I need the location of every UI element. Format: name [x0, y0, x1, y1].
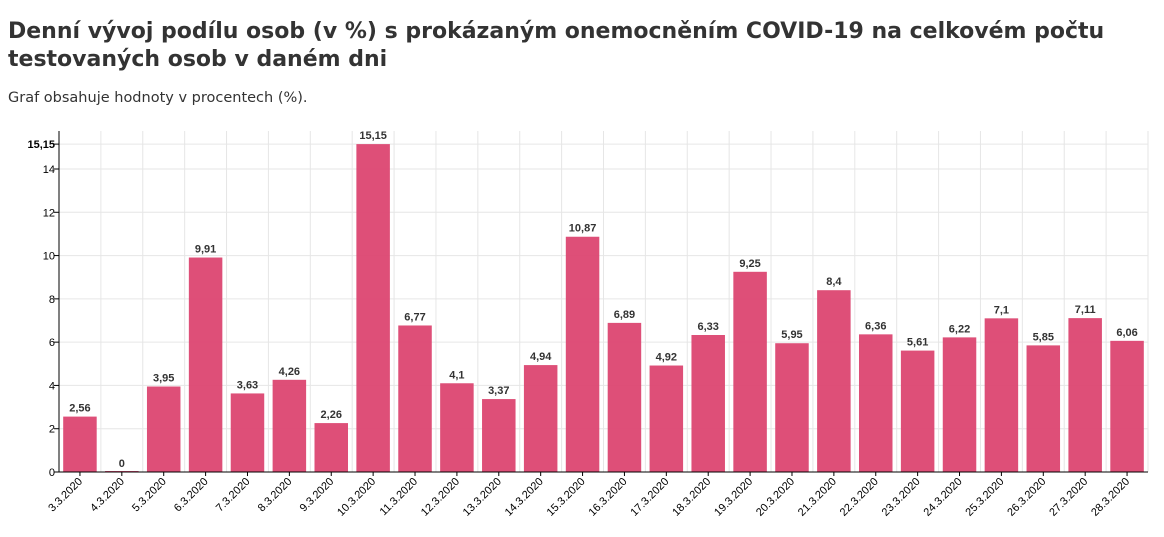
x-tick-label: 28.3.2020: [1089, 476, 1132, 519]
x-tick-label: 26.3.2020: [1005, 476, 1048, 519]
bar: [984, 318, 1019, 472]
data-label: 6,33: [698, 321, 719, 333]
x-tick-label: 18.3.2020: [670, 476, 713, 519]
chart-subtitle: Graf obsahuje hodnoty v procentech (%).: [8, 90, 308, 106]
x-tick-label: 19.3.2020: [712, 476, 755, 519]
y-tick-label: 8: [49, 294, 55, 306]
bars: [63, 144, 1144, 472]
x-tick-label: 16.3.2020: [586, 476, 629, 519]
y-tick-label: 6: [49, 337, 55, 349]
data-label: 4,1: [449, 369, 464, 381]
data-label: 6,89: [614, 309, 635, 321]
y-max-label: 15,15: [27, 139, 55, 151]
data-label: 5,85: [1033, 331, 1054, 343]
bar: [230, 393, 265, 472]
data-label: 5,95: [781, 329, 802, 341]
y-tick-label: 4: [49, 380, 55, 392]
data-label: 3,63: [237, 379, 258, 391]
data-label: 0: [119, 458, 125, 470]
x-tick-label: 21.3.2020: [796, 476, 839, 519]
data-label: 9,25: [739, 258, 760, 270]
data-label: 4,92: [656, 352, 677, 364]
bar: [817, 290, 851, 472]
data-label: 3,95: [153, 373, 174, 385]
x-tick-label: 8.3.2020: [256, 476, 295, 515]
y-axis: 0 2 4 6 8 10 12 14 15,15: [27, 131, 60, 479]
data-label: 9,91: [195, 244, 216, 256]
bar: [607, 322, 642, 472]
data-label: 5,61: [907, 337, 928, 349]
bar: [942, 337, 977, 472]
bar: [691, 335, 725, 472]
bar: [900, 350, 935, 472]
y-tick-label: 0: [49, 467, 55, 479]
bar: [356, 144, 390, 472]
bar: [523, 365, 558, 472]
y-tick-label: 2: [49, 424, 55, 436]
y-tick-label: 12: [43, 207, 55, 219]
x-tick-label: 9.3.2020: [298, 476, 337, 515]
x-tick-label: 11.3.2020: [378, 476, 421, 519]
data-label: 10,87: [569, 223, 597, 235]
x-tick-label: 10.3.2020: [335, 476, 378, 519]
data-label: 8,4: [826, 276, 842, 288]
bar: [188, 257, 223, 472]
bar: [314, 423, 349, 472]
x-tick-label: 27.3.2020: [1047, 476, 1090, 519]
chart-title: Denní vývoj podílu osob (v %) s prokázan…: [8, 19, 1105, 72]
x-tick-label: 3.3.2020: [46, 476, 85, 515]
bar: [858, 334, 893, 472]
gridlines: [58, 131, 1149, 473]
x-tick-label: 14.3.2020: [503, 476, 546, 519]
x-tick-label: 13.3.2020: [461, 476, 504, 519]
data-label: 7,11: [1075, 304, 1096, 316]
x-tick-label: 25.3.2020: [963, 476, 1006, 519]
x-tick-label: 15.3.2020: [545, 476, 588, 519]
bar: [1026, 345, 1061, 472]
y-tick-label: 10: [43, 251, 55, 263]
bar: [565, 236, 600, 472]
x-axis: 3.3.2020 4.3.2020 5.3.2020 6.3.2020 7.3.2020…: [46, 471, 1148, 519]
x-tick-label: 4.3.2020: [88, 476, 127, 515]
bar: [733, 271, 767, 472]
y-tick-label: 14: [43, 164, 55, 176]
data-label: 3,37: [488, 385, 509, 397]
bar: [146, 386, 181, 472]
data-label: 2,56: [69, 403, 90, 415]
data-label: 4,94: [530, 351, 552, 363]
data-label: 7,1: [994, 304, 1009, 316]
bar: [63, 416, 97, 472]
bar: [1110, 340, 1144, 472]
data-label: 15,15: [359, 130, 387, 142]
bar: [440, 383, 474, 472]
x-tick-label: 23.3.2020: [880, 476, 923, 519]
data-label: 6,22: [949, 323, 970, 335]
data-label: 4,26: [279, 366, 300, 378]
x-tick-label: 24.3.2020: [922, 476, 965, 519]
x-tick-label: 12.3.2020: [419, 476, 462, 519]
x-tick-label: 6.3.2020: [172, 476, 211, 515]
data-label: 6,36: [865, 320, 886, 332]
bar: [649, 365, 684, 472]
bar: [272, 379, 307, 472]
x-tick-label: 7.3.2020: [214, 476, 253, 515]
bar: [775, 343, 809, 472]
x-tick-label: 20.3.2020: [754, 476, 797, 519]
data-label: 6,06: [1116, 327, 1137, 339]
bar: [398, 325, 432, 472]
data-label: 6,77: [404, 311, 425, 323]
data-labels: 2,56 0 3,95 9,91 3,63 4,26 2,26 15,15 6,77 4,1 3,3…: [69, 130, 1138, 470]
x-tick-label: 22.3.2020: [838, 476, 881, 519]
x-tick-label: 17.3.2020: [628, 476, 671, 519]
data-label: 2,26: [321, 409, 342, 421]
x-tick-label: 5.3.2020: [130, 476, 169, 515]
bar: [1068, 318, 1102, 472]
bar: [482, 399, 516, 472]
